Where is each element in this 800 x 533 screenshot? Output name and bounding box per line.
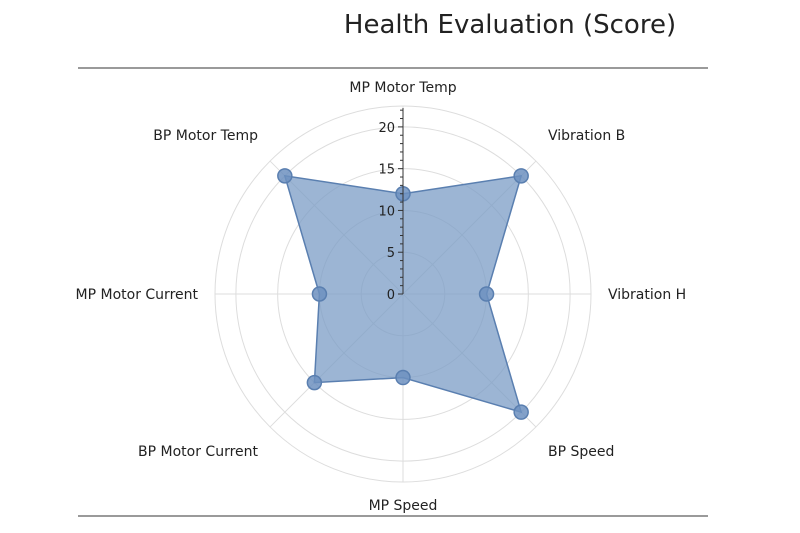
data-point [478, 286, 495, 302]
data-point [395, 369, 411, 386]
data-point [513, 404, 529, 420]
data-point [277, 168, 293, 184]
tick-label: 0 [387, 288, 395, 303]
chart-title: Health Evaluation (Score) [343, 10, 677, 40]
tick-label: 20 [378, 121, 395, 136]
label-layer: MP Motor Temp Vibration B Vibration H BP Sp… [76, 80, 687, 514]
bottom-divider [78, 515, 708, 517]
data-point [311, 286, 328, 302]
axis-label: Vibration H [608, 287, 686, 303]
axis-label: MP Motor Temp [349, 80, 456, 96]
data-point [306, 374, 323, 391]
axis-label: BP Motor Temp [153, 128, 258, 144]
axis-label: BP Speed [548, 444, 614, 460]
data-point [513, 168, 529, 184]
tick-label: 10 [378, 204, 395, 219]
axis-label: MP Speed [369, 498, 438, 514]
tick-label: 15 [378, 163, 395, 178]
top-divider [78, 67, 708, 69]
axis-layer: 0 5 10 15 20 [378, 108, 404, 303]
axis-label: Vibration B [548, 128, 625, 144]
tick-label: 5 [387, 246, 395, 261]
axis-label: BP Motor Current [138, 444, 258, 460]
axis-label: MP Motor Current [76, 287, 199, 303]
